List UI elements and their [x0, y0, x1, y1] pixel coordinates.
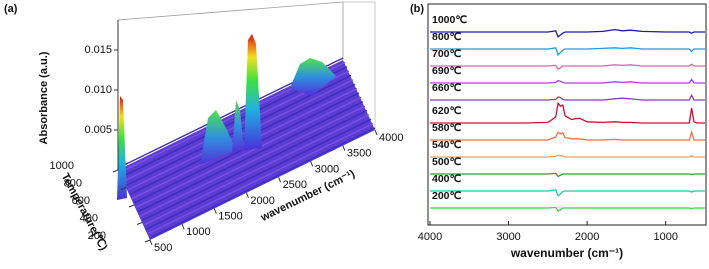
- y-tick-label: 1000: [50, 160, 74, 172]
- x-tick-label: 3500: [347, 148, 371, 160]
- x-tick: [374, 129, 378, 136]
- surface-peak: [232, 100, 244, 152]
- x-tick: [181, 224, 185, 230]
- surface-peak: [244, 34, 262, 150]
- spectrum-line: [430, 189, 705, 197]
- spectrum-line: [430, 78, 705, 84]
- x-tick: [213, 208, 217, 214]
- legend-label: 540℃: [432, 139, 462, 151]
- legend-label: 800℃: [432, 31, 462, 43]
- x-tick-label: 1500: [218, 210, 242, 222]
- x-axis-title: wavenumber (cm⁻¹): [510, 246, 623, 260]
- legend-label: 400℃: [432, 173, 462, 185]
- legend-label: 1000℃: [432, 14, 467, 26]
- panel-b: (b) wavenumber (cm⁻¹) 4000 3000 2000 1000 10…: [410, 3, 707, 260]
- z-tick-label: 0.010: [84, 84, 112, 96]
- surface-ridge: [143, 114, 370, 226]
- legend-label: 580℃: [432, 122, 462, 134]
- surface-peak: [117, 96, 127, 200]
- x-tick-label: 3000: [315, 163, 339, 175]
- x-tick-label: 3000: [496, 231, 520, 243]
- surface-ridge: [147, 122, 374, 235]
- y-tick: [112, 169, 119, 173]
- x-tick-label: 2000: [575, 231, 599, 243]
- x-tick-label: 1000: [653, 231, 677, 243]
- spectrum-line: [430, 129, 705, 141]
- legend-label: 690℃: [432, 65, 462, 77]
- y-tick: [144, 239, 151, 243]
- x-tick: [245, 192, 249, 199]
- surface-ridge: [145, 118, 372, 230]
- spectrum-line: [430, 93, 705, 101]
- surface-ridge: [135, 96, 362, 209]
- x-tick: [149, 239, 153, 246]
- spectrum-line: [430, 28, 705, 38]
- y-tick-label: 200: [88, 230, 106, 242]
- y-tick-label: 800: [64, 177, 82, 189]
- x-tick: [342, 145, 346, 151]
- legend-label: 500℃: [432, 156, 462, 168]
- spectrum-line: [430, 154, 705, 158]
- surface-ridge: [139, 105, 366, 217]
- surface-hump: [290, 58, 336, 96]
- x-tick-label: 2500: [283, 179, 307, 191]
- x-tick-label: 2000: [250, 195, 274, 207]
- x-tick-label: 1000: [186, 226, 210, 238]
- z-tick-label: 0.015: [84, 44, 112, 56]
- x-tick-label: 4000: [379, 132, 403, 144]
- surface-ridge: [149, 127, 376, 239]
- y-tick: [128, 204, 135, 208]
- panel-a: (a) Absorbance (a.u.) Temperature(℃) wav…: [4, 1, 403, 254]
- legend-label: 200℃: [432, 190, 462, 202]
- legend-label: 620℃: [432, 105, 462, 117]
- legend-label: 700℃: [432, 48, 462, 60]
- x-tick-label: 4000: [418, 231, 442, 243]
- panel-label: (b): [410, 3, 424, 15]
- x-tick-label: 500: [154, 242, 172, 254]
- box-wall: [343, 1, 376, 130]
- spectrum-line: [430, 47, 705, 57]
- y-tick-label: 600: [72, 195, 90, 207]
- spectrum-line: [430, 101, 705, 124]
- x-tick: [310, 161, 314, 167]
- y-tick: [136, 222, 143, 225]
- z-axis-title: Absorbance (a.u.): [38, 51, 50, 144]
- z-tick-label: 0.005: [84, 124, 112, 136]
- surface-ridge: [141, 109, 368, 222]
- x-tick: [278, 176, 282, 183]
- panel-label: (a): [4, 3, 18, 15]
- spectrum-line: [430, 206, 705, 212]
- surface-hump: [200, 110, 236, 165]
- spectrum-line: [430, 63, 705, 70]
- y-tick: [120, 187, 127, 190]
- plot-frame: [427, 3, 707, 226]
- legend-label: 660℃: [432, 82, 462, 94]
- spectrum-line: [430, 172, 705, 178]
- y-tick-label: 400: [80, 212, 98, 224]
- surface-ridge: [137, 101, 364, 213]
